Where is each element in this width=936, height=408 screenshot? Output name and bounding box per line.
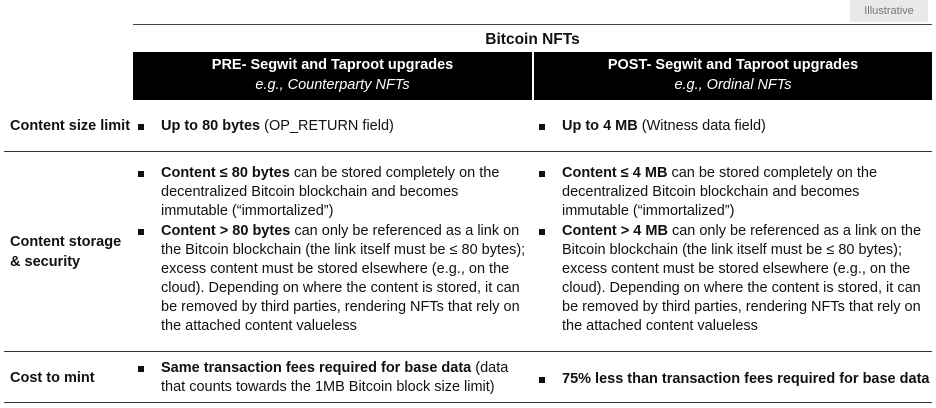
size-pre-text: (OP_RETURN field) — [260, 118, 394, 134]
header-pre-title: PRE- Segwit and Taproot upgrades — [211, 57, 454, 73]
cost-pre-cell: Same transaction fees required for base … — [135, 359, 527, 397]
row-divider-2 — [4, 351, 932, 352]
header-pre-example: e.g., Counterparty NFTs — [255, 77, 410, 93]
storage-pre-2-text: can only be referenced as a link on the … — [161, 223, 526, 334]
row-label-cost: Cost to mint — [10, 370, 95, 386]
cost-post-bold: 75% less than transaction fees required … — [562, 371, 930, 387]
row-label-size: Content size limit — [10, 118, 131, 134]
header-post-title: POST- Segwit and Taproot upgrades — [607, 57, 859, 73]
size-post-bullet: Up to 4 MB (Witness data field) — [536, 117, 928, 136]
storage-post-2-bold: Content > 4 MB — [562, 223, 668, 239]
row-divider-1 — [4, 151, 932, 152]
cost-post-cell: 75% less than transaction fees required … — [536, 370, 932, 389]
row-label-storage: Content storage & security — [10, 232, 121, 272]
size-post-cell: Up to 4 MB (Witness data field) — [536, 117, 928, 136]
illustrative-tag: Illustrative — [850, 0, 928, 22]
size-pre-cell: Up to 80 bytes (OP_RETURN field) — [135, 117, 525, 136]
storage-pre-bullet-1: Content ≤ 80 bytes can be stored complet… — [135, 164, 527, 221]
size-pre-bullet: Up to 80 bytes (OP_RETURN field) — [135, 117, 525, 136]
table-title: Bitcoin NFTs — [485, 31, 580, 48]
header-pre: PRE- Segwit and Taproot upgrades e.g., C… — [133, 52, 532, 100]
storage-pre-cell: Content ≤ 80 bytes can be stored complet… — [135, 164, 527, 336]
storage-pre-bullet-2: Content > 80 bytes can only be reference… — [135, 222, 527, 336]
storage-pre-1-text: can be stored completely on the decentra… — [161, 165, 500, 219]
cost-pre-text: (data that counts towards the 1MB Bitcoi… — [161, 360, 509, 395]
cost-pre-bold: Same transaction fees required for base … — [161, 360, 472, 376]
storage-pre-1-bold: Content ≤ 80 bytes — [161, 165, 290, 181]
cost-post-bullet: 75% less than transaction fees required … — [536, 370, 932, 389]
storage-pre-2-bold: Content > 80 bytes — [161, 223, 291, 239]
size-pre-bold: Up to 80 bytes — [161, 118, 261, 134]
storage-post-bullet-1: Content ≤ 4 MB can be stored completely … — [536, 164, 930, 221]
row-divider-3 — [4, 402, 932, 403]
top-divider — [133, 24, 932, 25]
storage-post-cell: Content ≤ 4 MB can be stored completely … — [536, 164, 930, 336]
header-post: POST- Segwit and Taproot upgrades e.g., … — [534, 52, 932, 100]
storage-post-1-text: can be stored completely on the decentra… — [562, 165, 878, 219]
row-label-storage-line2: & security — [10, 254, 81, 270]
cost-pre-bullet: Same transaction fees required for base … — [135, 359, 527, 397]
storage-post-bullet-2: Content > 4 MB can only be referenced as… — [536, 222, 930, 336]
row-label-storage-line1: Content storage — [10, 234, 122, 250]
storage-post-1-bold: Content ≤ 4 MB — [562, 165, 668, 181]
size-post-text: (Witness data field) — [637, 118, 766, 134]
storage-post-2-text: can only be referenced as a link on the … — [562, 223, 922, 334]
size-post-bold: Up to 4 MB — [562, 118, 638, 134]
header-post-example: e.g., Ordinal NFTs — [674, 77, 792, 93]
